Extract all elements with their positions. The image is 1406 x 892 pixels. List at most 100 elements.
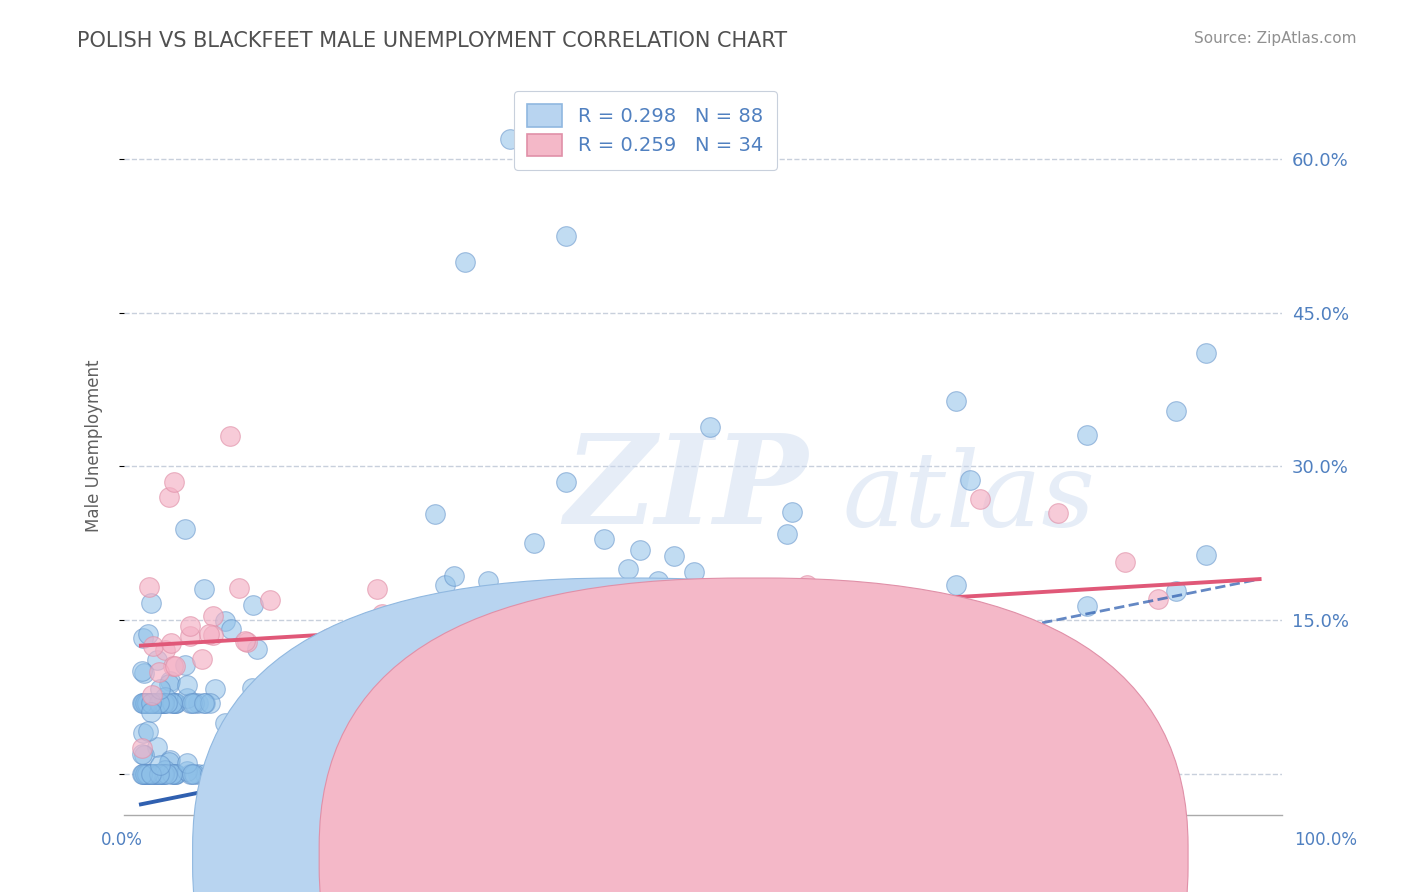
Point [143,766,166,780]
Point [242,706,264,720]
Point [1076,599,1098,614]
Point [173,657,195,672]
Point [150,766,173,780]
Point [176,756,198,770]
Point [204,758,226,772]
Point [246,733,269,747]
Point [1195,548,1218,562]
Point [523,667,546,681]
Point [617,682,640,697]
Point [148,766,170,780]
Point [163,475,186,489]
Point [138,766,160,780]
Point [131,747,153,761]
Point [159,636,181,650]
Point [146,766,169,780]
Point [146,766,169,780]
Point [165,766,187,780]
Text: 0.0%: 0.0% [101,831,143,849]
Point [443,688,465,702]
Point [780,648,803,662]
Text: 100.0%: 100.0% [1294,831,1357,849]
Point [202,628,225,642]
Point [183,766,205,780]
Point [139,766,162,780]
Point [150,766,173,780]
Point [628,672,651,686]
Point [131,766,153,780]
Point [555,475,578,489]
Point [568,706,591,720]
Point [219,429,242,443]
Point [132,726,155,740]
Point [159,753,181,767]
Point [308,756,330,770]
Point [198,627,221,641]
Point [157,490,180,504]
Point [541,712,564,726]
Point [423,648,446,663]
Point [138,766,160,780]
Point [160,766,183,780]
Point [159,753,181,767]
Point [157,755,180,769]
Point [309,739,332,753]
Point [162,659,184,673]
Point [647,690,669,705]
Point [395,628,418,642]
Point [434,693,457,707]
Point [155,763,177,777]
Point [146,739,169,754]
Point [134,766,156,780]
Point [138,766,160,780]
Point [219,720,242,734]
Point [141,688,163,702]
Point [162,766,184,780]
Point [318,632,340,646]
Point [186,766,208,780]
Point [969,492,991,507]
Point [801,665,824,680]
Point [156,766,179,780]
Point [1146,591,1168,606]
Point [135,766,157,780]
Point [153,766,176,780]
Point [153,766,176,780]
Point [454,254,477,268]
Point [294,744,316,758]
Point [204,758,226,772]
Point [149,758,172,772]
Point [131,741,153,756]
Point [143,766,166,780]
Point [135,766,157,780]
Y-axis label: Male Unemployment: Male Unemployment [86,359,103,533]
Point [152,766,174,780]
Point [148,665,170,680]
Point [155,763,177,777]
Point [202,609,225,624]
Point [136,723,159,738]
Point [499,132,522,146]
Point [139,766,162,780]
Point [200,766,222,780]
Point [134,766,156,780]
Point [628,672,651,686]
Point [780,648,803,662]
Point [194,766,217,780]
Point [394,719,416,733]
Point [136,723,159,738]
Point [132,726,155,740]
Point [959,627,981,641]
Point [186,766,208,780]
Point [439,724,461,739]
Point [135,766,157,780]
Point [179,619,201,633]
Point [132,766,155,780]
Point [499,132,522,146]
Point [148,766,170,780]
Point [152,766,174,780]
Text: POLISH VS BLACKFEET MALE UNEMPLOYMENT CORRELATION CHART: POLISH VS BLACKFEET MALE UNEMPLOYMENT CO… [77,31,787,51]
Point [240,757,263,772]
Point [141,705,163,719]
Point [242,706,264,720]
